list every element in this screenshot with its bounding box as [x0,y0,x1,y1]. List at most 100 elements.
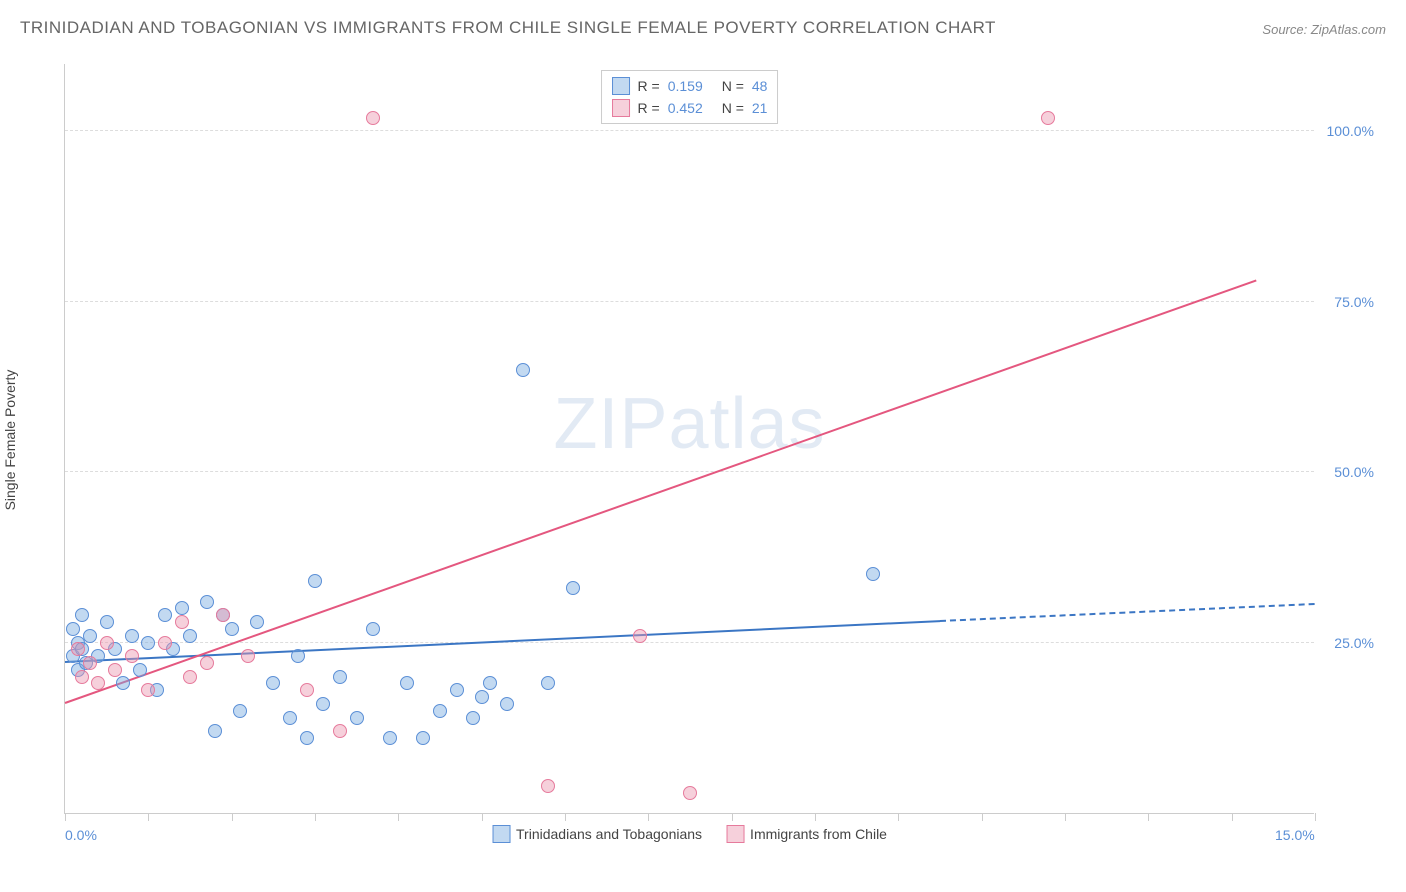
gridline [65,471,1314,472]
data-point [175,601,189,615]
x-tick [315,813,316,821]
data-point [416,731,430,745]
data-point [158,608,172,622]
data-point [300,731,314,745]
data-point [216,608,230,622]
data-point [541,779,555,793]
data-point [125,649,139,663]
data-point [333,724,347,738]
data-point [200,656,214,670]
n-value: 48 [752,78,768,94]
n-label: N = [722,100,744,116]
data-point [233,704,247,718]
r-label: R = [638,78,660,94]
legend-label: Trinidadians and Tobagonians [516,826,702,842]
data-point [283,711,297,725]
data-point [350,711,364,725]
data-point [683,786,697,800]
n-label: N = [722,78,744,94]
r-value: 0.159 [668,78,714,94]
x-tick [815,813,816,821]
source-attribution: Source: ZipAtlas.com [1262,22,1386,37]
data-point [225,622,239,636]
legend-row: R = 0.452 N = 21 [612,97,768,119]
x-tick [565,813,566,821]
data-point [333,670,347,684]
data-point [91,676,105,690]
data-point [433,704,447,718]
n-value: 21 [752,100,768,116]
legend-swatch [492,825,510,843]
data-point [75,608,89,622]
x-tick [398,813,399,821]
chart-container: Single Female Poverty ZIPatlas R =0.159N… [50,50,1330,830]
data-point [541,676,555,690]
data-point [866,567,880,581]
series-legend: Trinidadians and Tobagonians Immigrants f… [492,825,887,843]
x-axis-label: 0.0% [65,827,97,843]
data-point [125,629,139,643]
watermark-text: ZIPatlas [553,383,825,465]
y-tick-label: 50.0% [1334,464,1374,480]
data-point [83,656,97,670]
data-point [183,670,197,684]
data-point [100,615,114,629]
r-value: 0.452 [668,100,714,116]
data-point [100,636,114,650]
source-value: ZipAtlas.com [1311,22,1386,37]
data-point [300,683,314,697]
y-axis-label: Single Female Poverty [2,370,18,511]
source-label: Source: [1262,22,1307,37]
legend-label: Immigrants from Chile [750,826,887,842]
gridline [65,301,1314,302]
x-tick [65,813,66,821]
data-point [466,711,480,725]
trend-line-dashed [940,603,1315,622]
data-point [566,581,580,595]
x-tick [232,813,233,821]
data-point [241,649,255,663]
data-point [633,629,647,643]
data-point [208,724,222,738]
data-point [516,363,530,377]
legend-item: Immigrants from Chile [726,825,887,843]
data-point [266,676,280,690]
legend-swatch [726,825,744,843]
gridline [65,130,1314,131]
x-tick [1315,813,1316,821]
chart-title: TRINIDADIAN AND TOBAGONIAN VS IMMIGRANTS… [20,18,996,38]
data-point [366,622,380,636]
r-label: R = [638,100,660,116]
x-tick [482,813,483,821]
x-tick [148,813,149,821]
data-point [475,690,489,704]
data-point [483,676,497,690]
data-point [316,697,330,711]
trend-line [65,279,1257,704]
data-point [66,622,80,636]
x-tick [898,813,899,821]
data-point [83,629,97,643]
x-tick [982,813,983,821]
legend-item: Trinidadians and Tobagonians [492,825,702,843]
x-tick [1148,813,1149,821]
data-point [383,731,397,745]
data-point [158,636,172,650]
data-point [175,615,189,629]
data-point [116,676,130,690]
data-point [1041,111,1055,125]
data-point [108,663,122,677]
data-point [133,663,147,677]
plot-area: ZIPatlas R =0.159N =48R =0.452N =21 Trin… [64,64,1314,814]
correlation-legend: R = 0.159 N = 48 R = 0.452 N = 21 [601,70,779,124]
y-tick-label: 25.0% [1334,635,1374,651]
data-point [450,683,464,697]
x-tick [648,813,649,821]
data-point [141,683,155,697]
x-tick [1232,813,1233,821]
legend-swatch [612,99,630,117]
x-tick [732,813,733,821]
data-point [291,649,305,663]
data-point [183,629,197,643]
gridline [65,642,1314,643]
